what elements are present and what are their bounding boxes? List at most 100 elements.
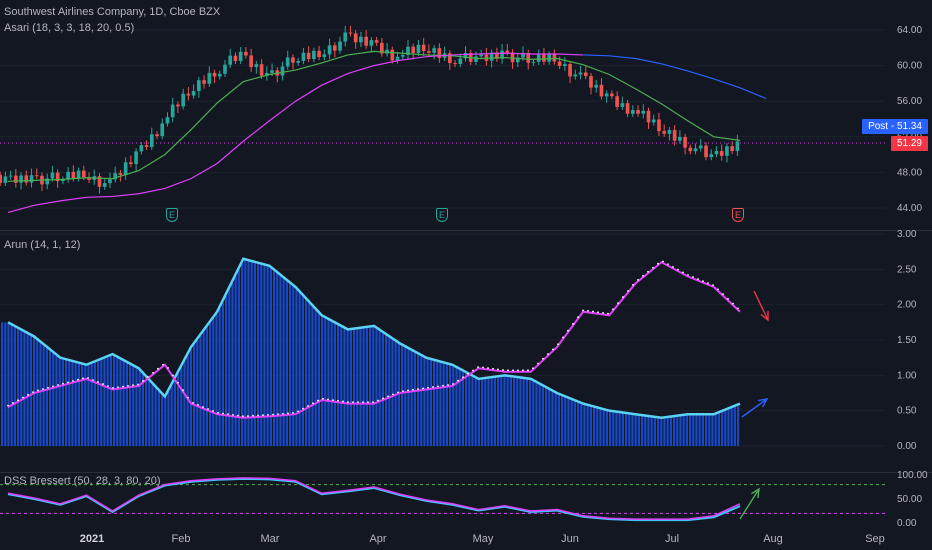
arun-histogram-bar bbox=[388, 335, 391, 446]
arun-histogram-bar bbox=[13, 325, 16, 446]
candle-body bbox=[306, 52, 311, 60]
arun-indicator-label[interactable]: Arun (14, 1, 12) bbox=[4, 239, 81, 251]
price-tick-label: 48.00 bbox=[897, 167, 922, 178]
arun-histogram-bar bbox=[157, 388, 160, 446]
asari-indicator-label[interactable]: Asari (18, 3, 3, 18, 20, 0.5) bbox=[4, 22, 135, 34]
arun-pane[interactable]: 3.00 2.50 2.00 1.50 1.00 0.50 0.00 Arun (14, 1… bbox=[0, 229, 932, 472]
arun-histogram-bar bbox=[202, 331, 205, 446]
arun-histogram-bar bbox=[164, 395, 167, 446]
arun-histogram-bar bbox=[455, 366, 458, 446]
candle-body bbox=[139, 145, 144, 152]
candle-body bbox=[667, 130, 672, 134]
arun-dot bbox=[172, 374, 174, 377]
arun-histogram-bar bbox=[330, 320, 333, 446]
arun-histogram-bar bbox=[228, 289, 231, 446]
arun-dot bbox=[542, 357, 544, 360]
arun-dot bbox=[377, 399, 379, 402]
arun-dot bbox=[332, 399, 334, 401]
date-axis[interactable]: 2021 Feb Mar Apr May Jun Jul Aug Sep bbox=[0, 528, 932, 550]
arun-histogram-bar bbox=[586, 404, 589, 446]
candle-body bbox=[134, 151, 138, 165]
arun-dot bbox=[32, 391, 34, 394]
candle-body bbox=[223, 64, 227, 74]
arun-dot bbox=[672, 266, 674, 268]
arun-histogram-bar bbox=[154, 385, 157, 446]
candle-body bbox=[45, 178, 50, 185]
arun-chart[interactable]: 3.00 2.50 2.00 1.50 1.00 0.50 0.00 bbox=[0, 229, 932, 472]
candle-body bbox=[380, 42, 384, 54]
candle-body bbox=[118, 173, 123, 175]
arun-histogram-bar bbox=[500, 375, 503, 446]
arun-dot bbox=[207, 408, 209, 410]
arun-histogram-bar bbox=[132, 364, 135, 446]
arun-histogram-bar bbox=[577, 401, 580, 446]
moving-average-line bbox=[583, 54, 767, 100]
earnings-marker[interactable]: E bbox=[436, 208, 448, 222]
pane-separator[interactable] bbox=[0, 230, 932, 231]
arun-histogram-bar bbox=[129, 363, 132, 446]
earnings-marker[interactable]: E bbox=[732, 208, 744, 222]
candle-body bbox=[400, 54, 405, 57]
arun-dot bbox=[487, 367, 489, 369]
candle-body bbox=[149, 134, 154, 147]
arun-dot bbox=[512, 369, 514, 372]
candle-body bbox=[202, 80, 206, 84]
arun-histogram-bar bbox=[317, 311, 320, 446]
arun-histogram-bar bbox=[401, 343, 404, 446]
earnings-marker[interactable]: E bbox=[166, 208, 178, 222]
arun-dot bbox=[167, 367, 169, 369]
pane-separator[interactable] bbox=[0, 472, 932, 473]
arun-dot bbox=[547, 353, 549, 355]
arun-tick-label: 2.50 bbox=[897, 264, 917, 275]
arun-histogram-bar bbox=[653, 416, 656, 446]
candle-body bbox=[526, 52, 531, 63]
arun-dot bbox=[382, 397, 384, 400]
arun-dot bbox=[132, 384, 134, 387]
dss-chart[interactable]: 100.00 50.00 0.00 bbox=[0, 470, 932, 529]
arun-histogram-bar bbox=[599, 407, 602, 446]
arun-dot bbox=[607, 312, 609, 315]
arun-histogram-bar bbox=[42, 343, 45, 446]
arun-dot bbox=[667, 263, 669, 266]
candle-body bbox=[291, 57, 295, 63]
candle-body bbox=[688, 147, 693, 152]
arun-histogram-bar bbox=[410, 349, 413, 446]
arun-dot bbox=[457, 379, 459, 382]
candle-body bbox=[238, 51, 243, 61]
symbol-title[interactable]: Southwest Airlines Company, 1D, Cboe BZX bbox=[4, 6, 221, 18]
arun-histogram-bar bbox=[564, 395, 567, 446]
arun-histogram-bar bbox=[733, 406, 736, 446]
arun-dot bbox=[362, 401, 364, 403]
date-tick-label: Jun bbox=[561, 533, 579, 545]
arun-dot bbox=[437, 385, 439, 388]
date-tick-label: Jul bbox=[664, 533, 680, 545]
candle-body bbox=[453, 63, 457, 65]
dss-indicator-label[interactable]: DSS Bressert (50, 28, 3, 80, 20) bbox=[4, 475, 161, 487]
candle-body bbox=[725, 146, 729, 156]
arun-histogram-bar bbox=[628, 413, 631, 446]
arun-histogram-bar bbox=[730, 407, 733, 446]
arun-histogram-bar bbox=[113, 354, 116, 446]
candle-body bbox=[411, 46, 416, 53]
up-arrow-head bbox=[758, 398, 769, 408]
arun-dot bbox=[417, 388, 419, 390]
candle-body bbox=[610, 93, 614, 97]
candle-body bbox=[604, 93, 609, 97]
arun-histogram-bar bbox=[356, 328, 359, 446]
candle-body bbox=[259, 64, 264, 76]
arun-histogram-bar bbox=[327, 318, 330, 446]
arun-histogram-bar bbox=[375, 326, 378, 446]
dss-pane[interactable]: 100.00 50.00 0.00 DSS Bressert (50, 28, 3,… bbox=[0, 470, 932, 529]
candle-body bbox=[374, 40, 379, 43]
arun-dot bbox=[472, 369, 474, 372]
date-tick-label: 2021 bbox=[79, 533, 105, 545]
arun-dot bbox=[267, 413, 269, 416]
arun-histogram-bar bbox=[484, 378, 487, 446]
arun-dot bbox=[452, 383, 454, 385]
candle-body bbox=[61, 179, 65, 182]
candle-body bbox=[594, 84, 599, 88]
arun-histogram-bar bbox=[314, 307, 317, 446]
arun-histogram-bar bbox=[449, 363, 452, 446]
